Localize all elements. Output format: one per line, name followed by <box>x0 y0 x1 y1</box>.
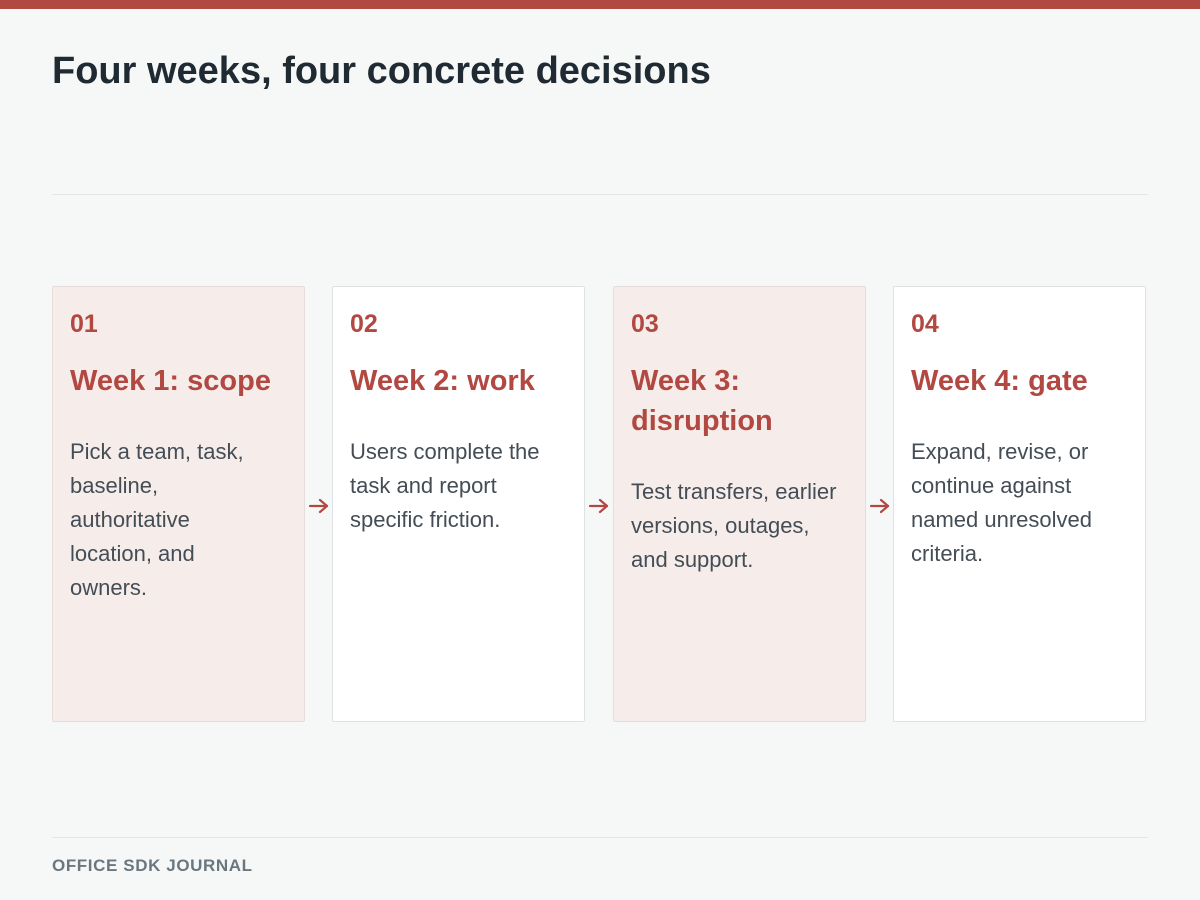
footer-label: OFFICE SDK JOURNAL <box>52 856 253 875</box>
step-number: 02 <box>350 310 378 338</box>
step-title: Week 3: disruption <box>631 365 773 437</box>
top-accent-bar <box>0 0 1200 9</box>
step-number: 03 <box>631 310 659 338</box>
step-number: 04 <box>911 310 939 338</box>
step-title: Week 2: work <box>350 365 535 397</box>
title-divider <box>52 194 1148 195</box>
timeline: 01 Week 1: scope Pick a team, task, base… <box>52 286 1148 724</box>
arrow-right-icon <box>869 498 890 514</box>
step-title: Week 1: scope <box>70 365 271 397</box>
arrow-right-icon <box>308 498 329 514</box>
step-description: Expand, revise, or continue against name… <box>911 439 1093 566</box>
step-card-week-3: 03 Week 3: disruption Test transfers, ea… <box>613 286 866 722</box>
step-description: Users complete the task and report speci… <box>350 439 540 532</box>
step-description: Pick a team, task, baseline, authoritati… <box>70 439 244 600</box>
footer-divider <box>52 837 1148 838</box>
step-card-week-1: 01 Week 1: scope Pick a team, task, base… <box>52 286 305 722</box>
step-description: Test transfers, earlier versions, outage… <box>631 479 837 572</box>
page-title: Four weeks, four concrete decisions <box>52 50 711 92</box>
step-card-week-2: 02 Week 2: work Users complete the task … <box>332 286 585 722</box>
step-card-week-4: 04 Week 4: gate Expand, revise, or conti… <box>893 286 1146 722</box>
step-title: Week 4: gate <box>911 365 1088 397</box>
arrow-right-icon <box>588 498 609 514</box>
step-number: 01 <box>70 310 98 338</box>
